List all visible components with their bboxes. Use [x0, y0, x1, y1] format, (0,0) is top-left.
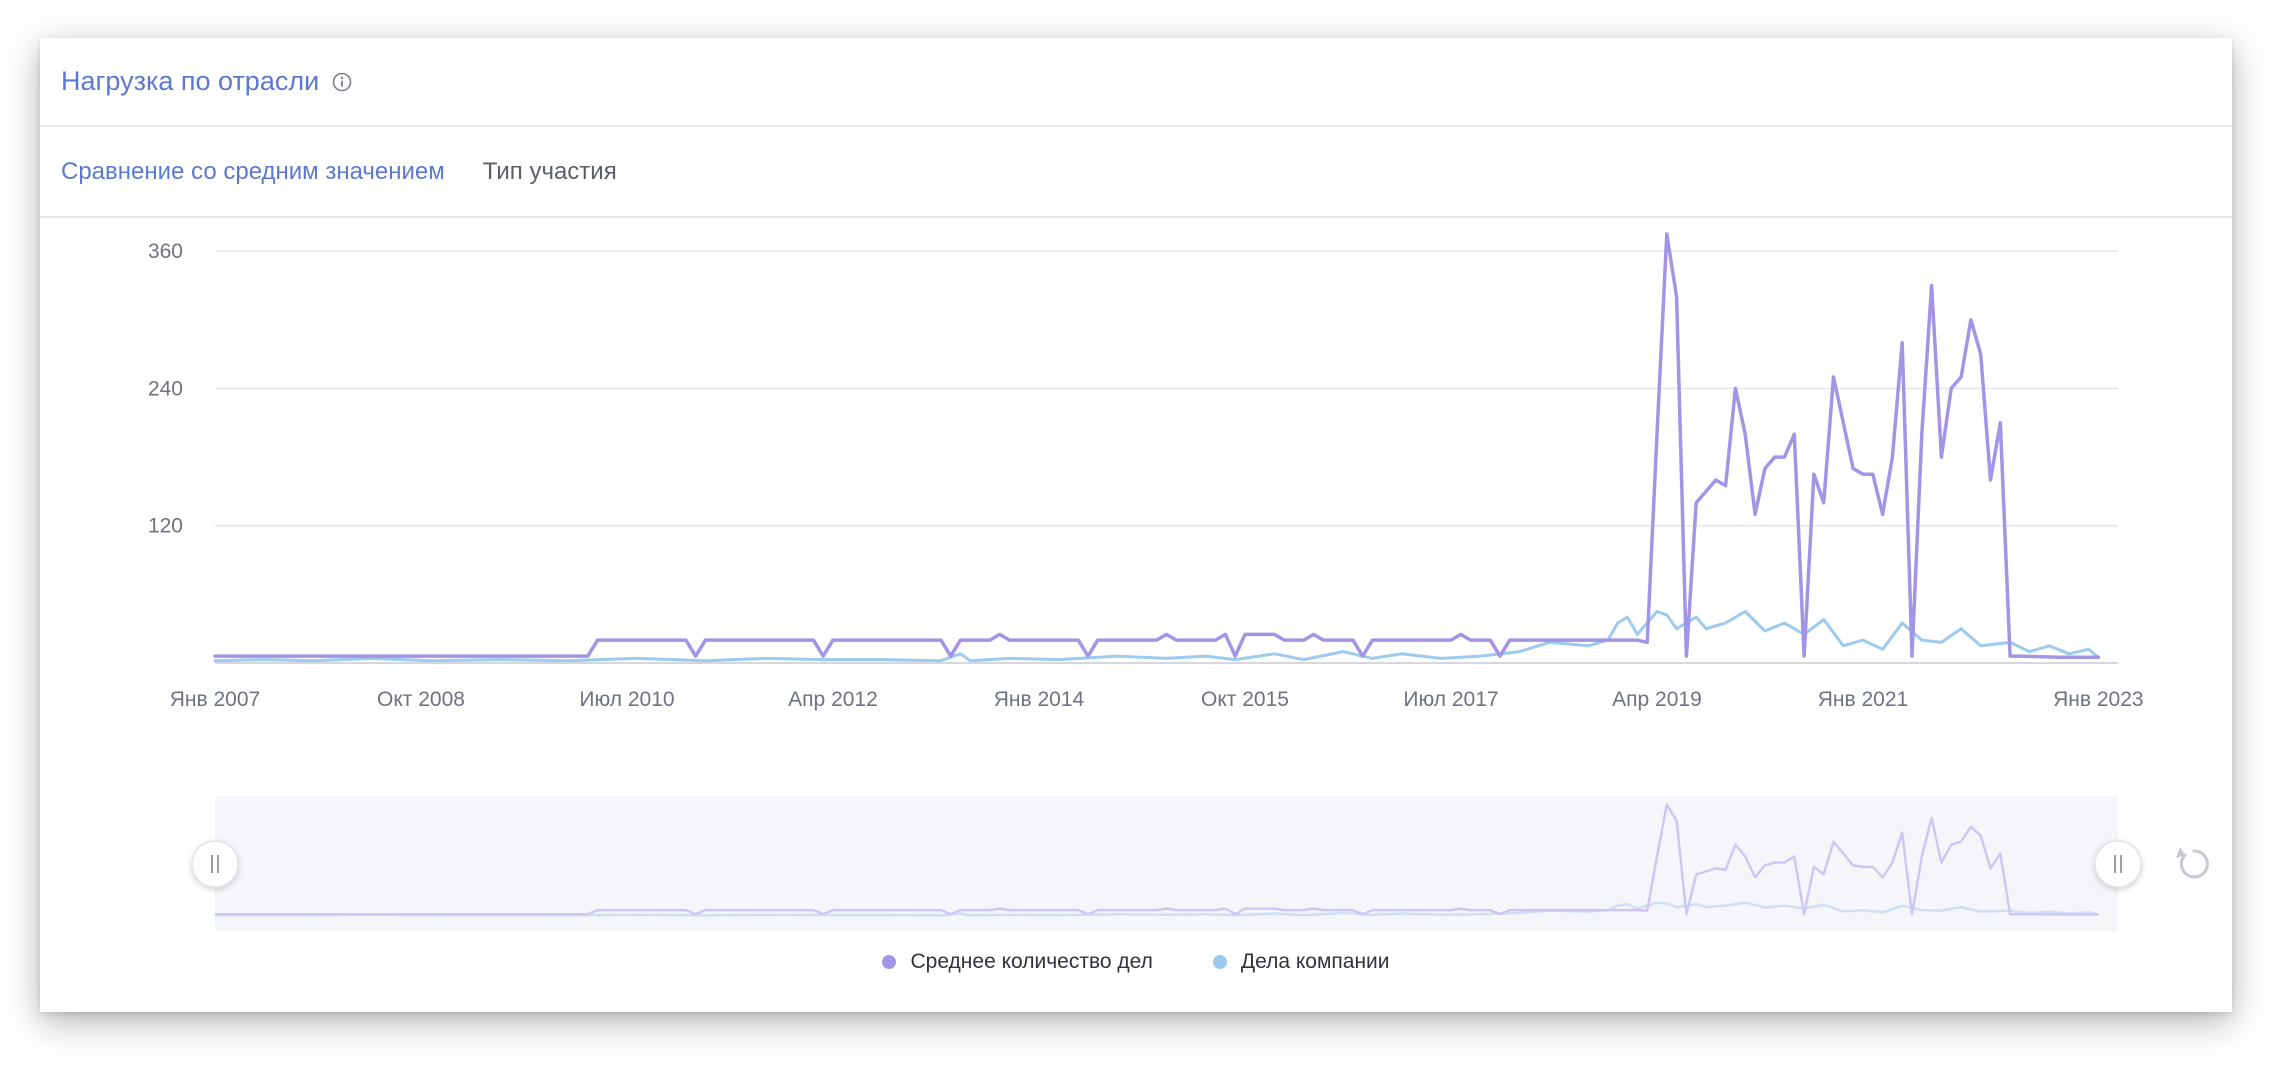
chart-legend: Среднее количество дел Дела компании — [40, 950, 2232, 974]
industry-load-card: Нагрузка по отрасли Сравнение со средним… — [40, 38, 2232, 1012]
y-tick-label: 360 — [148, 240, 183, 263]
navigator-right-handle[interactable] — [2094, 840, 2142, 888]
x-tick-label: Окт 2008 — [377, 688, 465, 711]
card-header: Нагрузка по отрасли — [40, 38, 2232, 127]
x-tick-label: Апр 2012 — [788, 688, 878, 711]
legend-marker-company — [1212, 955, 1227, 969]
legend-marker-average — [882, 955, 897, 969]
chart-area: 120 240 360 Янв 2007 Окт 2008 Июл 2010 Апр 201… — [40, 218, 2232, 1008]
series-line-average — [213, 232, 2101, 660]
x-tick-label: Янв 2007 — [170, 688, 260, 711]
reset-icon-arc — [2179, 849, 2209, 879]
legend-item-average[interactable]: Среднее количество дел — [882, 950, 1153, 974]
line-chart: 120 240 360 Янв 2007 Окт 2008 Июл 2010 Апр 201… — [148, 232, 2209, 931]
tab-average-comparison[interactable]: Сравнение со средним значением — [61, 157, 445, 185]
card-title: Нагрузка по отрасли — [61, 66, 320, 96]
navigator-left-handle[interactable] — [191, 840, 239, 888]
x-tick-label: Апр 2019 — [1612, 688, 1702, 711]
tab-participation-type[interactable]: Тип участия — [482, 157, 617, 185]
navigator-background — [215, 796, 2118, 931]
x-tick-label: Янв 2021 — [1818, 688, 1908, 711]
series-line-company — [213, 610, 2100, 663]
navigator-line-average — [215, 803, 2099, 916]
x-tick-label: Янв 2014 — [994, 688, 1085, 711]
legend-label-average: Среднее количество дел — [910, 950, 1153, 973]
legend-item-company[interactable]: Дела компании — [1212, 950, 1390, 974]
x-tick-label: Июл 2010 — [579, 688, 674, 711]
x-tick-label: Июл 2017 — [1403, 688, 1498, 711]
tab-bar: Сравнение со средним значением Тип участ… — [40, 127, 2232, 218]
x-tick-label: Окт 2015 — [1201, 688, 1289, 711]
y-tick-label: 120 — [148, 515, 183, 538]
navigator-handle-body — [2094, 840, 2142, 888]
x-tick-label: Янв 2023 — [2053, 688, 2143, 711]
navigator-handle-body — [191, 840, 239, 888]
legend-label-company: Дела компании — [1240, 950, 1390, 973]
reset-icon-arrow — [2176, 847, 2185, 858]
y-tick-label: 240 — [148, 377, 183, 400]
reset-icon[interactable] — [2176, 847, 2209, 879]
info-circle-icon[interactable] — [332, 72, 352, 92]
